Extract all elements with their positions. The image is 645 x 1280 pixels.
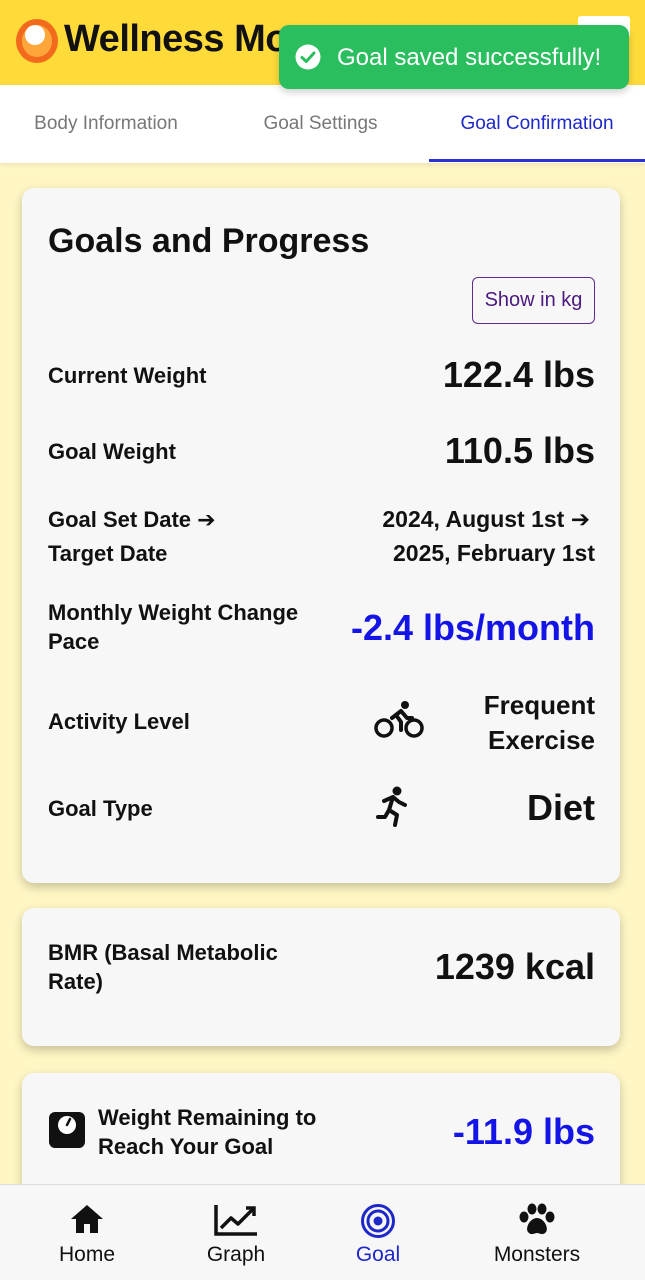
bmr-value: 1239 kcal <box>434 946 595 987</box>
goal-weight-value: 110.5 lbs <box>444 430 595 471</box>
nav-monsters[interactable]: Monsters <box>467 1185 607 1280</box>
goal-set-date-label: Goal Set Date ➔ <box>48 507 216 532</box>
nav-home[interactable]: Home <box>17 1185 157 1280</box>
bmr-label: BMR (Basal Metabolic Rate) <box>48 940 278 994</box>
show-in-kg-button[interactable]: Show in kg <box>472 277 595 324</box>
activity-level-value-line1: Frequent <box>483 690 595 720</box>
target-date-value: 2025, February 1st <box>392 540 595 566</box>
card-title: Goals and Progress <box>48 222 370 260</box>
current-weight-value: 122.4 lbs <box>442 354 595 395</box>
toast-message: Goal saved successfully! <box>337 44 602 71</box>
pace-value: -2.4 lbs/month <box>350 607 595 648</box>
goal-type-value: Diet <box>526 787 595 828</box>
success-toast: Goal saved successfully! <box>279 25 629 89</box>
bicycle-icon <box>374 701 424 738</box>
target-date-label: Target Date <box>48 541 168 566</box>
active-tab-indicator <box>429 159 645 162</box>
running-icon <box>376 786 407 827</box>
tab-goal-settings[interactable]: Goal Settings <box>263 113 378 134</box>
egg-logo-icon <box>16 19 58 63</box>
tab-goal-confirmation[interactable]: Goal Confirmation <box>460 113 614 134</box>
scale-icon <box>49 1112 85 1148</box>
tab-bar: Body Information Goal Settings Goal Conf… <box>0 85 645 163</box>
goal-weight-label: Goal Weight <box>48 439 176 464</box>
pace-label: Monthly Weight Change Pace <box>48 600 299 654</box>
nav-graph[interactable]: Graph <box>166 1185 306 1280</box>
goals-progress-card: Goals and Progress Show in kg Current We… <box>22 188 620 883</box>
check-circle-icon <box>295 44 321 70</box>
current-weight-label: Current Weight <box>48 363 207 388</box>
bmr-card: BMR (Basal Metabolic Rate) 1239 kcal <box>22 908 620 1046</box>
paw-icon <box>519 1203 555 1235</box>
goal-type-label: Goal Type <box>48 796 153 821</box>
nav-monsters-label: Monsters <box>493 1243 581 1266</box>
chart-icon <box>214 1205 257 1236</box>
activity-level-value-line2: Exercise <box>488 725 595 755</box>
target-icon <box>361 1204 395 1238</box>
tab-body-information[interactable]: Body Information <box>34 113 178 134</box>
home-icon <box>71 1205 103 1233</box>
nav-home-label: Home <box>58 1243 116 1266</box>
weight-remaining-label: Weight Remaining to Reach Your Goal <box>98 1105 317 1159</box>
nav-goal-label: Goal <box>355 1243 401 1266</box>
nav-graph-label: Graph <box>206 1243 266 1266</box>
bottom-navigation: Home Graph Goal Monsters <box>0 1184 645 1280</box>
nav-goal[interactable]: Goal <box>308 1185 448 1280</box>
goal-set-date-value: 2024, August 1st ➔ <box>382 506 590 532</box>
weight-remaining-value: -11.9 lbs <box>452 1111 595 1152</box>
activity-level-label: Activity Level <box>48 709 190 734</box>
